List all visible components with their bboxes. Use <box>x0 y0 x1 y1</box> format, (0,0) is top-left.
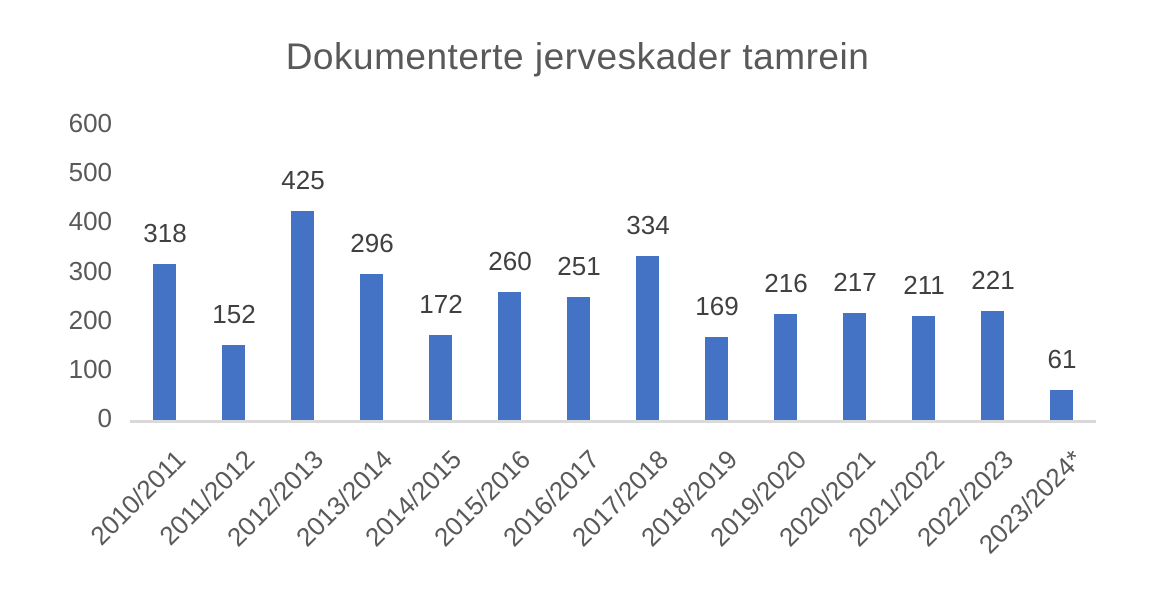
y-tick-label: 600 <box>68 108 112 138</box>
bar <box>498 292 521 420</box>
y-tick-label: 300 <box>68 255 112 286</box>
bar-value-label: 217 <box>833 267 877 297</box>
bar <box>567 297 590 420</box>
bar-value-label: 334 <box>626 210 670 240</box>
bar <box>912 316 935 420</box>
y-tick-label: 500 <box>68 157 112 188</box>
bar-value-label: 172 <box>419 289 463 319</box>
bar-value-label: 216 <box>764 268 808 298</box>
y-tick-label: 400 <box>68 206 112 237</box>
bar-value-label: 211 <box>903 270 945 300</box>
bar <box>429 335 452 420</box>
bar-value-label: 152 <box>212 299 256 329</box>
bar <box>222 345 245 420</box>
bar <box>360 274 383 420</box>
y-tick-label: 100 <box>68 353 112 384</box>
bar-value-label: 425 <box>281 165 325 195</box>
chart-title: Dokumenterte jerveskader tamrein <box>285 36 870 77</box>
bar-value-label: 318 <box>143 218 187 248</box>
bar-value-label: 251 <box>557 251 601 281</box>
bar <box>291 211 314 420</box>
bar <box>981 311 1004 420</box>
y-tick-label: 0 <box>97 403 112 433</box>
bar-value-label: 260 <box>488 246 532 276</box>
bar <box>636 256 659 420</box>
bar <box>153 264 176 420</box>
bar-value-label: 296 <box>350 228 394 258</box>
bar-value-label: 169 <box>695 291 739 321</box>
bar <box>774 314 797 420</box>
bar-value-label: 221 <box>971 265 1015 295</box>
y-tick-label: 200 <box>68 304 112 335</box>
bar <box>1050 390 1073 420</box>
bar <box>705 337 728 420</box>
bar-value-label: 61 <box>1047 344 1077 374</box>
bar <box>843 313 866 420</box>
x-axis-line <box>130 420 1096 423</box>
